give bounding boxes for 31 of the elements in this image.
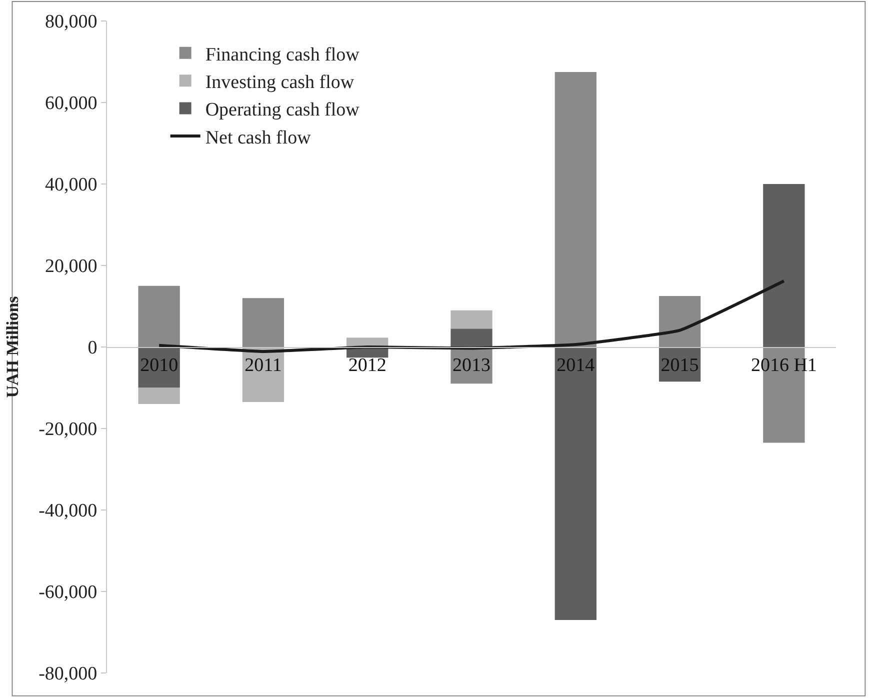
y-tick-label: 60,000	[44, 93, 98, 114]
bar	[242, 298, 284, 347]
bar	[138, 388, 180, 404]
x-tick-label: 2012	[348, 354, 386, 376]
bar	[554, 72, 596, 347]
x-tick-label: 2011	[244, 354, 282, 376]
y-tick-label: -60,000	[38, 582, 98, 604]
y-tick-label: 20,000	[44, 256, 98, 278]
y-tick-label: 40,000	[44, 174, 98, 196]
y-tick-label: -80,000	[38, 664, 98, 685]
bar	[450, 328, 492, 347]
legend-label: Net cash flow	[205, 127, 312, 148]
x-tick-label: 2014	[556, 354, 596, 376]
line-series	[158, 279, 786, 353]
bar	[138, 347, 180, 388]
bar	[763, 184, 805, 347]
legend-label: Operating cash flow	[205, 100, 360, 121]
legend-label: Investing cash flow	[205, 72, 354, 93]
bar	[658, 296, 701, 347]
y-tick-label: -40,000	[38, 500, 98, 522]
bar	[138, 286, 180, 347]
bar	[450, 310, 492, 329]
x-tick-label: 2015	[660, 354, 699, 376]
y-tick-label: -20,000	[38, 419, 98, 440]
y-tick-label: 80,000	[44, 12, 98, 33]
y-tick-label: 0	[88, 338, 98, 359]
legend-label: Financing cash flow	[205, 44, 360, 66]
bar	[554, 347, 596, 620]
y-axis-title: UAH Millions	[3, 296, 22, 398]
x-tick-label: 2010	[140, 354, 178, 376]
x-tick-label: 2013	[452, 354, 490, 376]
